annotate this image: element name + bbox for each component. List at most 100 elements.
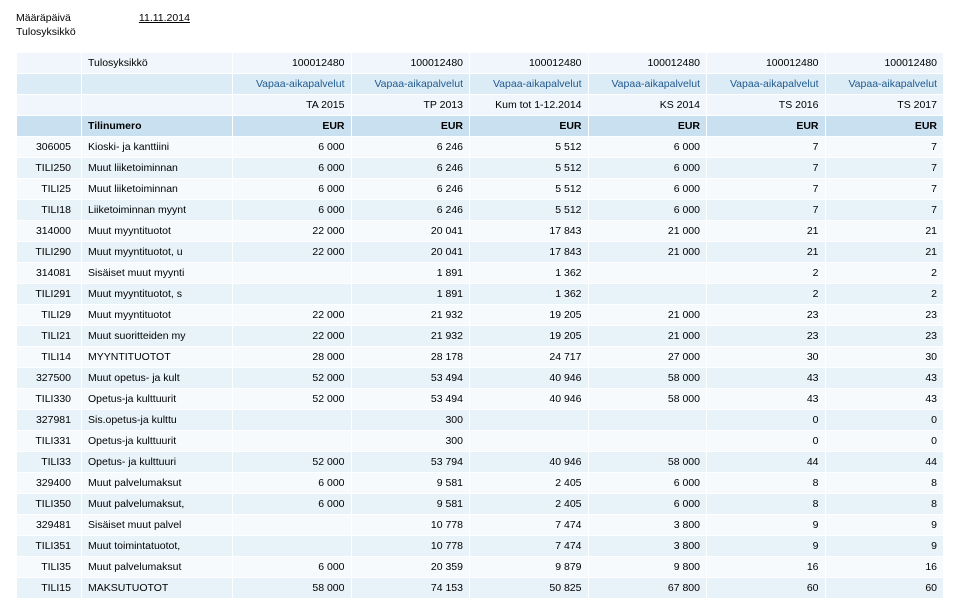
row-value: 6 246	[352, 158, 470, 178]
row-value: 2	[707, 263, 825, 283]
row-value: 0	[826, 410, 944, 430]
row-value	[233, 515, 351, 535]
row-value: 0	[707, 410, 825, 430]
row-value: 58 000	[589, 389, 707, 409]
table-row: TILI33Opetus- ja kulttuuri52 00053 79440…	[17, 452, 943, 472]
row-value: 6 000	[233, 494, 351, 514]
row-value: 3 800	[589, 515, 707, 535]
date-label: Määräpäivä	[16, 12, 136, 24]
row-value: 0	[826, 431, 944, 451]
row-name: Sis.opetus-ja kulttu	[82, 410, 232, 430]
row-value: 20 041	[352, 242, 470, 262]
row-value: 43	[826, 389, 944, 409]
row-value: 5 512	[470, 137, 588, 157]
row-code: TILI29	[17, 305, 81, 325]
row-value: 300	[352, 431, 470, 451]
report-table: Tulosyksikkö 100012480 100012480 1000124…	[16, 52, 944, 599]
row-name: Muut toimintatuotot,	[82, 536, 232, 556]
row-value: 8	[707, 494, 825, 514]
row-value: 1 362	[470, 263, 588, 283]
row-value: 21 932	[352, 305, 470, 325]
row-value: 17 843	[470, 221, 588, 241]
row-value: 19 205	[470, 326, 588, 346]
row-value: 9 581	[352, 494, 470, 514]
row-value: 21	[707, 242, 825, 262]
row-value: 44	[826, 452, 944, 472]
row-value: 40 946	[470, 368, 588, 388]
row-value: 21 000	[589, 221, 707, 241]
table-row: TILI18Liiketoiminnan myynt6 0006 2465 51…	[17, 200, 943, 220]
row-value: 6 000	[589, 179, 707, 199]
row-value	[589, 263, 707, 283]
row-value: 58 000	[233, 578, 351, 598]
table-row: 329481Sisäiset muut palvel10 7787 4743 8…	[17, 515, 943, 535]
header-row-currency: Tilinumero EUR EUR EUR EUR EUR EUR	[17, 116, 943, 136]
row-value: 7	[826, 200, 944, 220]
row-value: 8	[707, 473, 825, 493]
row-name: Liiketoiminnan myynt	[82, 200, 232, 220]
row-code: 314000	[17, 221, 81, 241]
row-value: 9	[707, 536, 825, 556]
row-value: 8	[826, 494, 944, 514]
row-name: MAKSUTUOTOT	[82, 578, 232, 598]
row-code: TILI15	[17, 578, 81, 598]
row-code: TILI350	[17, 494, 81, 514]
row-value	[589, 410, 707, 430]
table-row: TILI351Muut toimintatuotot,10 7787 4743 …	[17, 536, 943, 556]
row-code: 306005	[17, 137, 81, 157]
row-value: 10 778	[352, 515, 470, 535]
row-value: 16	[707, 557, 825, 577]
row-code: TILI250	[17, 158, 81, 178]
row-value: 6 000	[233, 557, 351, 577]
row-value: 7	[826, 137, 944, 157]
row-value: 52 000	[233, 368, 351, 388]
row-value: 8	[826, 473, 944, 493]
row-value	[233, 431, 351, 451]
header-row-unitcodes: Tulosyksikkö 100012480 100012480 1000124…	[17, 53, 943, 73]
date-value: 11.11.2014	[139, 12, 190, 24]
row-value: 1 362	[470, 284, 588, 304]
row-value: 60	[826, 578, 944, 598]
row-value: 6 000	[589, 494, 707, 514]
table-row: TILI331Opetus-ja kulttuurit30000	[17, 431, 943, 451]
table-row: 314000Muut myyntituotot22 00020 04117 84…	[17, 221, 943, 241]
row-value: 1 891	[352, 263, 470, 283]
row-value: 30	[707, 347, 825, 367]
row-code: 327500	[17, 368, 81, 388]
row-value: 9 879	[470, 557, 588, 577]
row-value: 6 000	[589, 473, 707, 493]
table-row: TILI350Muut palvelumaksut,6 0009 5812 40…	[17, 494, 943, 514]
row-name: Kioski- ja kanttiini	[82, 137, 232, 157]
row-value: 22 000	[233, 242, 351, 262]
row-value: 7	[707, 200, 825, 220]
row-value: 2 405	[470, 473, 588, 493]
row-value: 6 000	[233, 137, 351, 157]
row-value: 43	[707, 389, 825, 409]
row-value: 27 000	[589, 347, 707, 367]
row-value: 22 000	[233, 326, 351, 346]
row-value: 74 153	[352, 578, 470, 598]
header-row-service: Vapaa-aikapalvelut Vapaa-aikapalvelut Va…	[17, 74, 943, 94]
h0-label: Tulosyksikkö	[82, 53, 232, 73]
row-value: 44	[707, 452, 825, 472]
row-value: 9	[826, 536, 944, 556]
header-row-periods: TA 2015 TP 2013 Kum tot 1-12.2014 KS 201…	[17, 95, 943, 115]
row-code: TILI33	[17, 452, 81, 472]
row-value: 5 512	[470, 158, 588, 178]
row-value: 58 000	[589, 452, 707, 472]
row-code: TILI351	[17, 536, 81, 556]
row-name: Muut myyntituotot	[82, 221, 232, 241]
row-value: 2	[826, 284, 944, 304]
row-name: Opetus-ja kulttuurit	[82, 431, 232, 451]
row-value	[470, 410, 588, 430]
row-value: 6 000	[589, 137, 707, 157]
row-name: Muut myyntituotot, u	[82, 242, 232, 262]
table-row: 327981Sis.opetus-ja kulttu30000	[17, 410, 943, 430]
row-value: 40 946	[470, 452, 588, 472]
row-value	[233, 536, 351, 556]
row-name: Muut opetus- ja kult	[82, 368, 232, 388]
row-value: 21 000	[589, 326, 707, 346]
row-value: 43	[707, 368, 825, 388]
row-name: Muut myyntituotot	[82, 305, 232, 325]
row-value: 23	[707, 326, 825, 346]
